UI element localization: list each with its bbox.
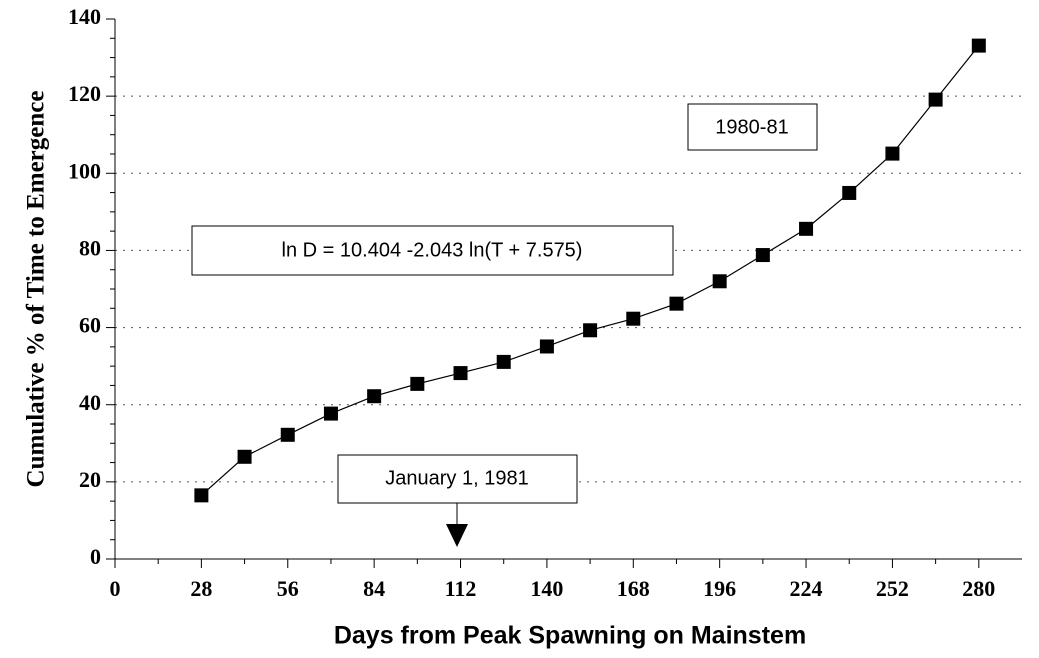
marker	[928, 92, 943, 107]
y-axis-label: Cumulative % of Time to Emergence	[23, 91, 50, 488]
x-tick-label: 252	[876, 576, 909, 601]
marker	[410, 376, 425, 391]
y-tick-label: 60	[79, 313, 101, 338]
marker	[237, 449, 252, 464]
marker	[367, 389, 382, 404]
marker	[280, 427, 295, 442]
marker	[712, 274, 727, 289]
y-tick-label: 0	[90, 544, 101, 569]
x-tick-label: 224	[790, 576, 823, 601]
x-tick-label: 196	[703, 576, 736, 601]
plot: 0 20 40 60 80 100 120 140 0 28 56 84 112 140 168 196 224…	[68, 4, 1022, 601]
marker	[453, 366, 468, 381]
annotation-box	[337, 454, 578, 504]
y-tick-label: 100	[68, 158, 101, 183]
y-tick-label: 140	[68, 4, 101, 29]
y-tick-label: 120	[68, 81, 101, 106]
marker	[842, 185, 857, 200]
marker	[971, 38, 986, 53]
marker	[626, 311, 641, 326]
marker	[799, 221, 814, 236]
x-axis-label: Days from Peak Spawning on Mainstem	[334, 622, 806, 650]
x-tick-label: 28	[190, 576, 212, 601]
y-tick-label: 80	[79, 235, 101, 260]
annotation-box	[191, 225, 674, 276]
x-tick-label: 112	[445, 576, 477, 601]
annotation: ln D = 10.404 -2.043 ln(T + 7.575)	[282, 239, 583, 261]
x-tick-label: 140	[530, 576, 563, 601]
marker	[755, 248, 770, 263]
y-tick-label: 40	[79, 390, 101, 415]
marker	[539, 339, 554, 354]
marker	[669, 296, 684, 311]
marker	[885, 146, 900, 161]
annotation: January 1, 1981	[385, 467, 528, 489]
x-tick-label: 168	[617, 576, 650, 601]
marker	[194, 488, 209, 503]
marker	[583, 323, 598, 338]
y-tick-label: 20	[79, 467, 101, 492]
x-tick-label: 280	[962, 576, 995, 601]
x-tick-label: 0	[110, 576, 121, 601]
arrow-head	[446, 524, 468, 547]
x-tick-label: 56	[277, 576, 299, 601]
annotation: 1980-81	[715, 116, 788, 138]
marker	[496, 354, 511, 369]
annotation-box	[687, 103, 818, 151]
marker	[323, 406, 338, 421]
x-tick-label: 84	[363, 576, 385, 601]
